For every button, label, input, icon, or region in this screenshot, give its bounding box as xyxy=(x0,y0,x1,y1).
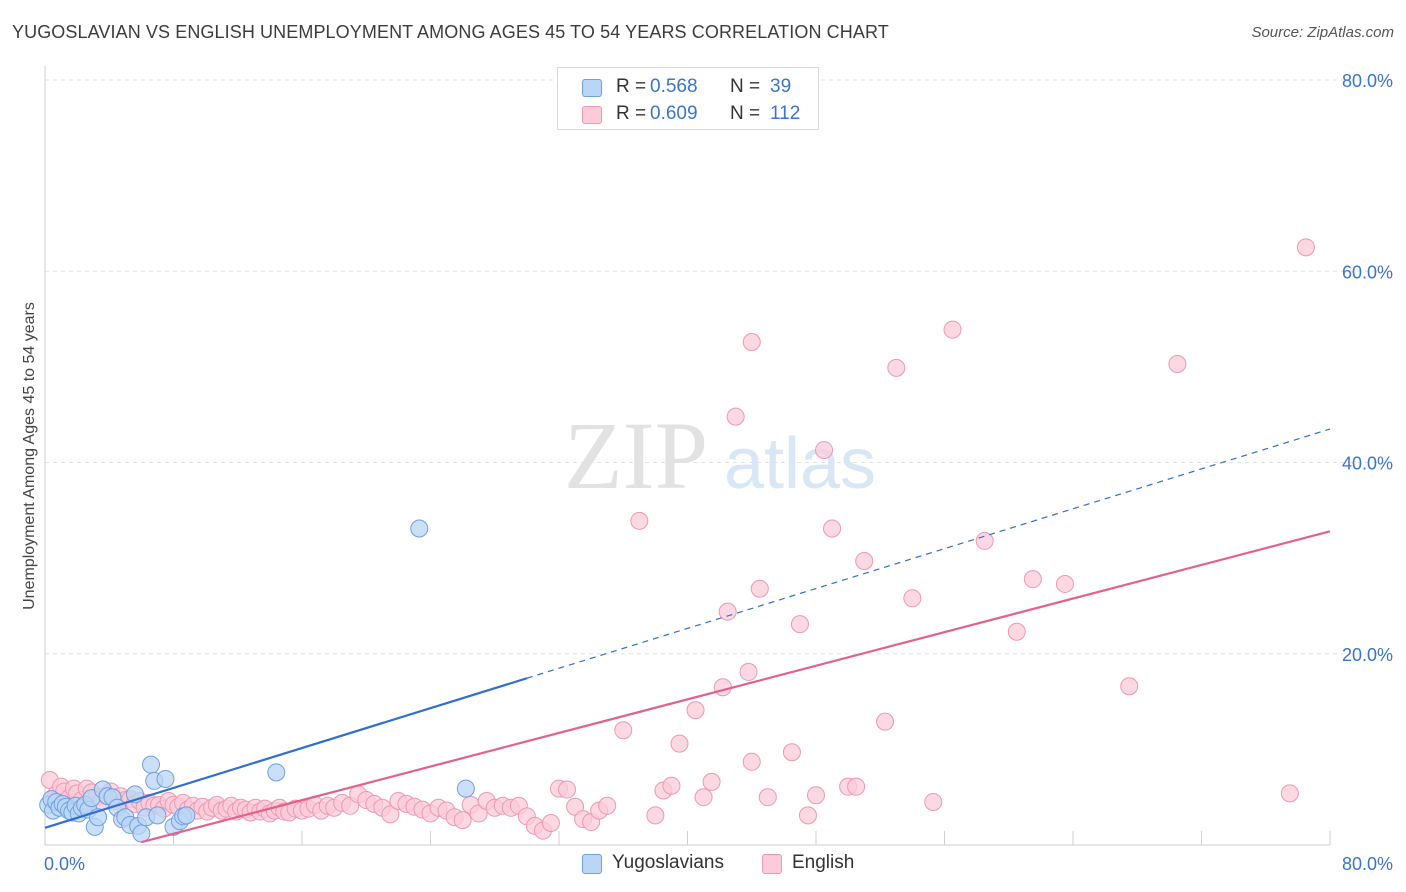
data-point-english xyxy=(558,780,577,799)
english-n-value: 112 xyxy=(770,103,801,124)
y-tick-label: 60.0% xyxy=(1342,262,1393,282)
english-r-value: 0.609 xyxy=(650,103,698,124)
data-point-english xyxy=(943,320,962,339)
x-tick-label: 0.0% xyxy=(44,854,85,874)
data-point-english xyxy=(1120,677,1139,696)
data-point-english xyxy=(798,806,817,825)
yugoslavians-swatch xyxy=(582,79,602,97)
data-point-english xyxy=(1296,238,1315,257)
data-point-english xyxy=(1023,570,1042,589)
data-point-yugoslavians xyxy=(177,806,196,825)
data-point-yugoslavians xyxy=(456,779,475,798)
yugoslavians-n-value: 39 xyxy=(770,76,792,97)
data-point-english xyxy=(876,712,895,731)
data-point-english xyxy=(903,589,922,608)
data-point-english xyxy=(924,792,943,811)
data-point-english xyxy=(713,678,732,697)
data-point-english xyxy=(670,734,689,753)
data-point-english xyxy=(1168,355,1187,374)
data-point-english xyxy=(855,551,874,570)
data-point-english xyxy=(823,519,842,538)
data-point-english xyxy=(750,579,769,598)
data-point-english xyxy=(598,796,617,815)
data-point-yugoslavians xyxy=(156,770,175,789)
data-point-yugoslavians xyxy=(267,763,286,782)
data-point-english xyxy=(807,786,825,805)
data-point-english xyxy=(614,721,633,740)
y-tick-label: 80.0% xyxy=(1342,71,1393,91)
data-point-english xyxy=(975,531,994,550)
legend-label-yugoslavians: Yugoslavians xyxy=(612,852,724,873)
data-point-english xyxy=(1007,622,1026,641)
data-point-english xyxy=(702,772,721,791)
y-tick-label: 20.0% xyxy=(1342,645,1393,665)
yugoslavians-r-value: 0.568 xyxy=(650,76,698,97)
data-point-yugoslavians xyxy=(148,806,167,825)
data-point-english xyxy=(686,701,705,720)
chart-title: YUGOSLAVIAN VS ENGLISH UNEMPLOYMENT AMON… xyxy=(12,22,889,42)
english-swatch xyxy=(582,106,602,124)
data-point-english xyxy=(718,602,737,621)
trend-line-english xyxy=(141,530,1331,844)
y-tick-label: 40.0% xyxy=(1342,454,1393,474)
data-point-english xyxy=(694,788,713,807)
x-tick-label: 80.0% xyxy=(1342,854,1393,874)
data-point-english xyxy=(381,805,400,824)
yugoslavians-r-label: R = xyxy=(616,76,647,97)
point-layer xyxy=(39,238,1315,843)
data-point-english xyxy=(1055,574,1074,593)
data-point-english xyxy=(742,333,761,352)
data-point-english xyxy=(630,511,649,530)
trend-layer xyxy=(44,428,1331,844)
data-point-english xyxy=(758,788,777,807)
data-point-english xyxy=(887,358,906,377)
data-point-english xyxy=(815,441,834,460)
data-point-yugoslavians xyxy=(410,519,429,538)
data-point-english xyxy=(782,743,801,762)
legend-swatch-english xyxy=(762,854,782,874)
trend-line-extension-yugoslavians xyxy=(526,428,1331,679)
data-point-english xyxy=(1280,784,1299,803)
trend-line-yugoslavians xyxy=(44,677,528,829)
yugoslavians-n-label: N = xyxy=(730,76,761,97)
correlation-stats-box: R = 0.568 N = 39 R = 0.609 N = 112 xyxy=(557,67,819,130)
data-point-english xyxy=(847,777,866,796)
legend-swatch-yugoslavians xyxy=(582,854,602,874)
tick-layer: 20.0% 40.0% 60.0% 80.0% 0.0% 80.0% xyxy=(44,71,1393,874)
source-credit: Source: ZipAtlas.com xyxy=(1251,24,1394,41)
watermark-zip: ZIP xyxy=(564,402,708,509)
english-r-label: R = xyxy=(616,103,647,124)
data-point-english xyxy=(726,407,745,426)
data-point-english xyxy=(646,806,665,825)
data-point-english xyxy=(662,776,681,795)
data-point-yugoslavians xyxy=(142,755,161,774)
data-point-english xyxy=(541,814,560,833)
legend-label-english: English xyxy=(792,852,855,873)
data-point-english xyxy=(790,615,809,634)
watermark-atlas: atlas xyxy=(724,424,876,504)
english-n-label: N = xyxy=(730,103,761,124)
watermark: ZIP atlas xyxy=(564,402,876,509)
grid-layer xyxy=(44,66,1390,846)
data-point-english xyxy=(742,752,761,771)
data-point-english xyxy=(739,662,758,681)
data-point-english xyxy=(453,811,472,830)
